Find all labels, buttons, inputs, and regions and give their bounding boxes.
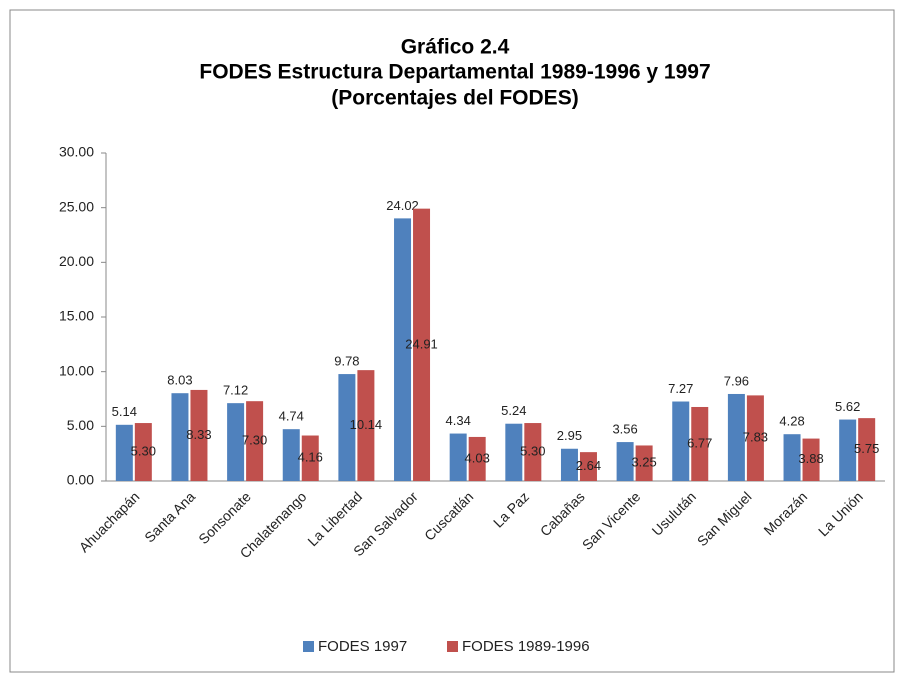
bar <box>468 436 486 481</box>
value-label: 2.64 <box>576 458 601 473</box>
bar <box>134 423 152 481</box>
y-tick-label: 30.00 <box>59 144 94 160</box>
bar <box>616 442 634 481</box>
value-label: 10.14 <box>350 417 383 432</box>
y-tick-label: 20.00 <box>59 253 94 269</box>
value-label: 24.02 <box>386 198 419 213</box>
bar <box>691 406 709 481</box>
legend-swatch <box>447 641 458 652</box>
value-label: 3.25 <box>631 455 656 470</box>
bar <box>227 403 245 481</box>
bar <box>672 401 690 481</box>
value-label: 4.03 <box>465 450 490 465</box>
value-label: 6.77 <box>687 435 712 450</box>
value-label: 5.30 <box>520 443 545 458</box>
bar <box>802 438 820 481</box>
bar <box>282 429 300 481</box>
value-label: 8.33 <box>186 427 211 442</box>
value-label: 7.30 <box>242 433 267 448</box>
bar <box>338 374 356 481</box>
value-label: 7.27 <box>668 381 693 396</box>
value-label: 7.83 <box>743 430 768 445</box>
value-label: 8.03 <box>167 373 192 388</box>
chart-subtitle: FODES Estructura Departamental 1989-1996… <box>199 61 710 84</box>
legend-label: FODES 1997 <box>318 638 407 655</box>
y-tick-label: 0.00 <box>67 472 94 488</box>
legend-swatch <box>303 641 314 652</box>
bar <box>301 435 319 481</box>
value-label: 7.96 <box>724 373 749 388</box>
value-label: 5.75 <box>854 441 879 456</box>
bar <box>783 434 801 481</box>
y-tick-label: 25.00 <box>59 198 94 214</box>
bar <box>579 452 597 481</box>
bar <box>727 393 745 481</box>
chart-frame <box>9 9 895 673</box>
y-tick-label: 10.00 <box>59 362 94 378</box>
value-label: 3.88 <box>798 451 823 466</box>
bar <box>357 370 375 481</box>
bar <box>190 389 208 481</box>
bar <box>505 423 523 481</box>
value-label: 4.34 <box>446 413 471 428</box>
value-label: 3.56 <box>612 422 637 437</box>
legend-label: FODES 1989-1996 <box>462 638 590 655</box>
value-label: 5.14 <box>112 404 137 419</box>
bar <box>839 419 857 481</box>
value-label: 7.12 <box>223 383 248 398</box>
value-label: 9.78 <box>334 354 359 369</box>
value-label: 24.91 <box>405 336 438 351</box>
chart-subtitle: (Porcentajes del FODES) <box>331 87 578 110</box>
value-label: 5.62 <box>835 399 860 414</box>
bar <box>524 423 542 481</box>
value-label: 5.30 <box>131 443 156 458</box>
y-tick-label: 5.00 <box>67 417 94 433</box>
bar <box>171 393 189 481</box>
chart-title: Gráfico 2.4 <box>401 36 510 59</box>
bar <box>560 448 578 481</box>
value-label: 4.16 <box>298 450 323 465</box>
bar <box>394 218 412 481</box>
y-tick-label: 15.00 <box>59 308 94 324</box>
bar <box>246 401 264 481</box>
bar <box>746 395 764 481</box>
value-label: 2.95 <box>557 428 582 443</box>
bar <box>115 424 133 481</box>
bar <box>858 418 876 481</box>
bar <box>413 208 431 481</box>
bar <box>449 433 467 481</box>
bar <box>635 445 653 481</box>
value-label: 4.28 <box>779 414 804 429</box>
value-label: 5.24 <box>501 403 526 418</box>
value-label: 4.74 <box>279 409 304 424</box>
